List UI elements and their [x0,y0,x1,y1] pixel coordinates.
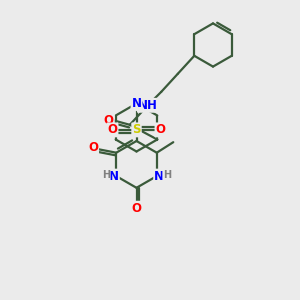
Text: H: H [163,169,171,180]
Text: S: S [132,123,141,136]
Text: NH: NH [138,99,158,112]
Text: O: O [104,114,114,127]
Text: N: N [131,97,142,110]
Text: H: H [102,169,110,180]
Text: O: O [131,202,142,215]
Text: N: N [154,169,164,183]
Text: O: O [88,141,98,154]
Text: O: O [107,123,118,136]
Text: O: O [155,123,166,136]
Text: N: N [109,169,119,183]
